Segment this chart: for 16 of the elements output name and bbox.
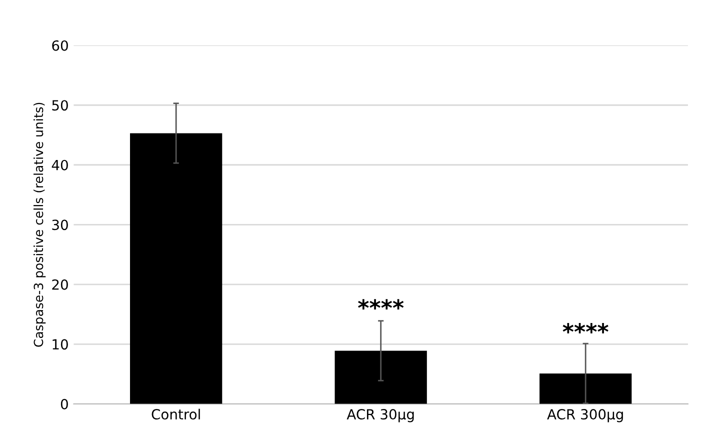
bar — [540, 373, 632, 404]
x-tick-label: ACR 300µg — [547, 409, 623, 422]
y-tick-label: 60 — [52, 40, 68, 51]
x-tick-label: ACR 30µg — [346, 409, 414, 422]
y-tick-label: 50 — [52, 100, 68, 111]
y-axis-title: Caspase-3 positive cells (relative units) — [34, 102, 46, 347]
y-tick-label: 40 — [52, 160, 68, 170]
annotation: **** — [358, 299, 404, 310]
y-tick-label: 0 — [60, 398, 68, 410]
y-tick-label: 10 — [52, 339, 68, 350]
bar — [334, 350, 427, 404]
x-tick-label: Control — [152, 408, 200, 420]
annotation: **** — [562, 323, 608, 334]
y-tick-label: 30 — [52, 220, 68, 230]
y-tick-label: 20 — [52, 279, 68, 290]
bar — [130, 133, 222, 404]
